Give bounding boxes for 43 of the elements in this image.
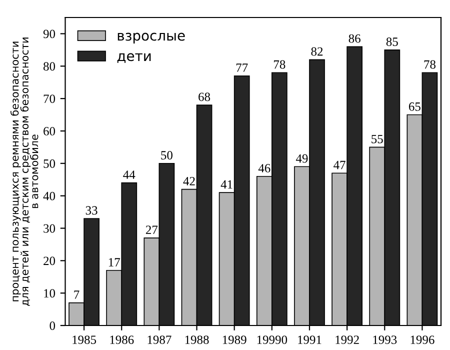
y-tick-label: 10 [44,289,56,298]
data-label: 82 [311,47,323,56]
y-tick-label: 60 [44,127,56,136]
y-tick-label: 70 [44,94,56,104]
data-label: 65 [408,102,420,111]
data-label: 78 [424,60,436,69]
x-tick-label: 1991 [298,336,322,344]
y-tick-label: 80 [44,62,56,71]
data-label: 68 [198,92,210,102]
x-tick-label: 19990 [257,336,288,344]
x-tick-label: 1989 [222,336,246,344]
x-tick-label: 1985 [72,336,96,344]
x-tick-label: 1996 [410,336,434,344]
y-tick-label: 90 [43,30,56,38]
data-label: 77 [236,64,248,72]
data-label: 41 [220,180,232,189]
data-label: 42 [183,177,195,186]
data-label: 78 [274,60,286,69]
data-label: 17 [108,258,120,266]
data-label: 27 [146,226,158,234]
y-tick-label: 50 [44,159,56,168]
data-label: 33 [86,206,98,215]
legend-label: дети [117,53,151,63]
legend-label: взрослые [118,32,185,44]
y-tick-label: 20 [44,256,56,266]
x-tick-label: 1993 [373,336,397,344]
data-label: 46 [258,164,270,172]
y-axis-title: процент пользующихся ремнями безопасности для детей или детским средством безопасности в автомобиле [10,38,38,306]
data-label: 47 [334,160,346,170]
data-label: 50 [161,151,172,160]
data-label: 49 [296,154,308,163]
y-tick-label: 0 [50,322,56,330]
data-label: 86 [348,34,360,43]
x-tick-label: 1988 [185,336,209,344]
data-label: 7 [74,290,80,299]
x-tick-label: 1992 [336,336,359,344]
data-label: 55 [372,134,383,144]
y-tick-label: 40 [43,192,56,200]
x-tick-label: 1986 [110,336,134,344]
x-tick-label: 1987 [148,336,172,344]
data-label: 44 [123,170,136,179]
y-tick-label: 30 [44,224,56,233]
data-label: 85 [386,38,398,46]
